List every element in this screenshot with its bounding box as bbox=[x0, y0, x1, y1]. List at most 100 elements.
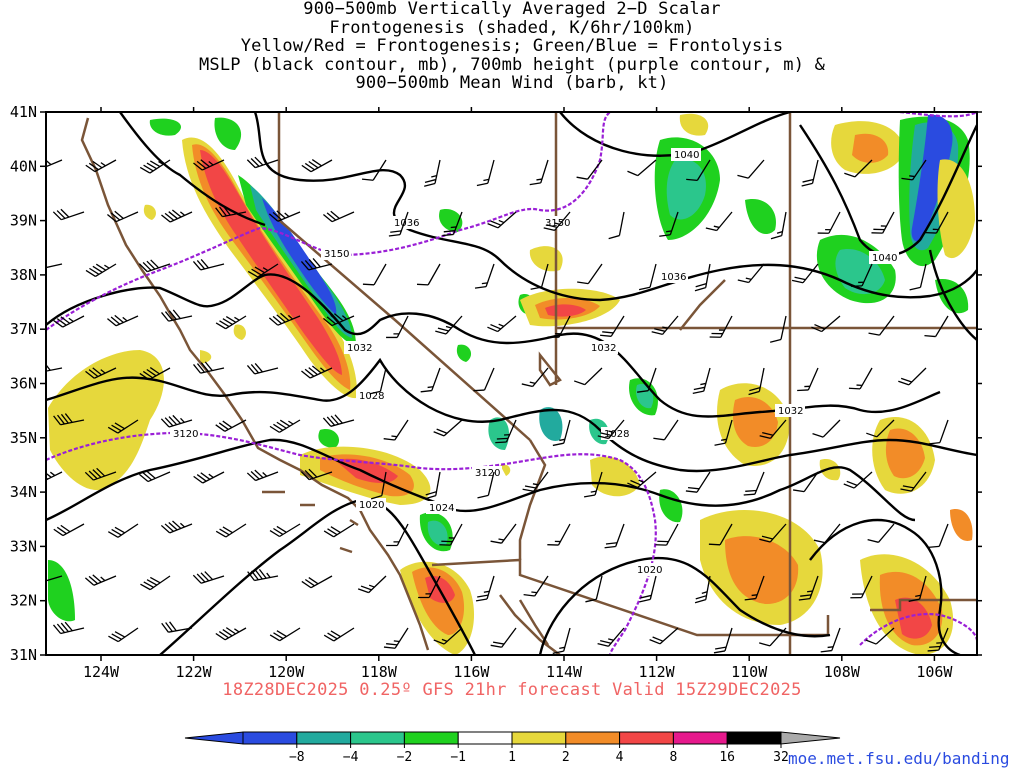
wind-barb bbox=[433, 419, 463, 437]
colorbar-label: 16 bbox=[719, 750, 735, 765]
wind-barb bbox=[577, 263, 603, 285]
wind-barb bbox=[107, 314, 139, 327]
wind-barb bbox=[692, 367, 711, 395]
wind-barb bbox=[866, 419, 895, 438]
frontolysis-area bbox=[427, 520, 448, 546]
frontogenesis-area bbox=[590, 456, 640, 497]
wind-barb bbox=[362, 263, 387, 286]
wind-barb bbox=[192, 259, 225, 271]
wind-barb bbox=[523, 575, 549, 597]
wind-barb bbox=[369, 367, 387, 395]
wind-barb bbox=[900, 471, 927, 492]
colorbar-label: 32 bbox=[773, 750, 789, 765]
wind-barb bbox=[651, 315, 679, 336]
frontogenesis-area bbox=[732, 396, 778, 447]
wind-barb bbox=[301, 159, 333, 173]
frontogenesis-area bbox=[500, 464, 511, 476]
wind-barb bbox=[476, 159, 495, 187]
wind-barb bbox=[53, 413, 85, 426]
frontogenesis-shading bbox=[48, 113, 975, 655]
wind-barb bbox=[694, 263, 711, 292]
wind-barb bbox=[424, 471, 441, 500]
wind-barb bbox=[85, 367, 117, 379]
wind-barb bbox=[924, 315, 949, 338]
wind-barb bbox=[160, 520, 193, 534]
map-axes: 124W 122W 120W 118W 116W 114W 112W 110W 108W 106W… bbox=[10, 103, 982, 681]
frontogenesis-area bbox=[895, 597, 932, 639]
forecast-valid-time: 18Z28DEC2025 0.25º GFS 21hr forecast Val… bbox=[222, 680, 802, 700]
wind-barb bbox=[686, 159, 711, 182]
lon-label: 112W bbox=[639, 663, 676, 681]
frontolysis-area bbox=[48, 560, 75, 622]
channel-islands bbox=[262, 490, 359, 554]
wind-barb bbox=[85, 159, 117, 173]
wind-barb bbox=[737, 263, 765, 284]
colorbar-label: 4 bbox=[616, 750, 624, 765]
colorbar-low-arrow bbox=[184, 731, 244, 745]
wind-barb bbox=[759, 523, 787, 543]
title-line-3: Yellow/Red = Frontogenesis; Green/Blue =… bbox=[240, 36, 784, 57]
great-salt-lake bbox=[538, 351, 562, 387]
wind-barb bbox=[928, 523, 949, 549]
lon-label: 110W bbox=[731, 663, 768, 681]
frontolysis-area bbox=[666, 159, 706, 220]
wind-barb bbox=[817, 211, 841, 234]
lat-label: 36N bbox=[10, 375, 37, 393]
frontogenesis-area bbox=[937, 159, 975, 259]
mslp-label: 1040 bbox=[674, 150, 699, 161]
wind-barb bbox=[583, 471, 603, 498]
lon-label: 114W bbox=[546, 663, 583, 681]
wind-barb bbox=[521, 367, 549, 388]
wind-barb bbox=[791, 263, 819, 284]
wind-barb bbox=[247, 568, 279, 582]
lat-label: 38N bbox=[10, 266, 37, 284]
frontolysis-area bbox=[318, 429, 340, 448]
wind-barb bbox=[439, 523, 463, 546]
wind-barb bbox=[843, 471, 873, 489]
wind-barb bbox=[709, 315, 733, 338]
lat-label: 32N bbox=[10, 592, 37, 610]
map-title: 900−500mb Vertically Averaged 2−D Scalar… bbox=[0, 0, 1024, 93]
wind-barb bbox=[473, 367, 495, 392]
wind-barb bbox=[769, 315, 787, 343]
colorbar-swatch bbox=[296, 731, 352, 745]
frontogenesis-area bbox=[529, 246, 563, 272]
wind-barb bbox=[694, 575, 711, 604]
isobar-1024 bbox=[46, 438, 916, 522]
lon-label: 106W bbox=[916, 663, 953, 681]
wind-barb bbox=[770, 211, 787, 240]
height-3150 bbox=[46, 112, 611, 331]
wind-barb bbox=[442, 211, 463, 237]
isobar-1036-sierra bbox=[119, 112, 266, 227]
wind-barb bbox=[928, 419, 949, 445]
frontolysis-area bbox=[456, 344, 472, 362]
mslp-label: 1020 bbox=[359, 500, 384, 511]
frontogenesis-area bbox=[200, 350, 212, 364]
wind-barb bbox=[108, 627, 139, 643]
credit-link[interactable]: moe.met.fsu.edu/banding bbox=[788, 749, 1010, 768]
colorbar-swatch bbox=[726, 731, 782, 745]
plot-frame bbox=[45, 111, 978, 656]
title-line-2: Frontogenesis (shaded, K/6hr/100km) bbox=[329, 17, 695, 38]
frontogenesis-area bbox=[950, 509, 973, 541]
wind-barb bbox=[139, 159, 171, 174]
wind-barb bbox=[813, 523, 841, 544]
wind-barb bbox=[268, 312, 301, 326]
height-label: 3120 bbox=[475, 468, 500, 479]
colorbar-swatch bbox=[511, 731, 567, 745]
wind-barb bbox=[107, 523, 139, 538]
wind-barb bbox=[300, 468, 333, 481]
wind-barb bbox=[246, 156, 279, 169]
wind-barb bbox=[600, 315, 625, 337]
frontolysis-band bbox=[911, 114, 953, 242]
wind-barb bbox=[909, 263, 927, 291]
lat-label: 31N bbox=[10, 646, 37, 664]
wind-barb bbox=[193, 361, 225, 374]
frontogenesis-area bbox=[679, 113, 709, 136]
frontolysis-area bbox=[659, 489, 683, 523]
wind-barb bbox=[495, 419, 517, 444]
wind-barb bbox=[192, 571, 225, 584]
wind-barb bbox=[84, 574, 117, 586]
wind-barb bbox=[52, 621, 85, 635]
wind-barbs bbox=[46, 156, 949, 655]
